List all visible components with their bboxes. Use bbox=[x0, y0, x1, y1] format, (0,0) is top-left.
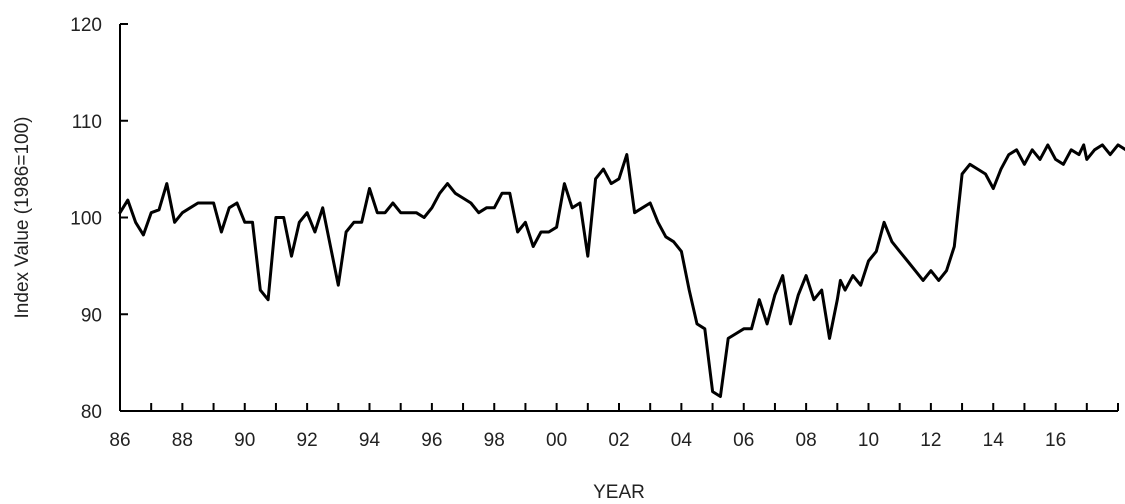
x-tick-label: 14 bbox=[983, 430, 1005, 451]
x-tick-label: 98 bbox=[484, 430, 505, 451]
x-tick-label: 04 bbox=[671, 430, 693, 451]
y-tick-label: 80 bbox=[81, 402, 102, 423]
y-tick-label: 110 bbox=[72, 112, 102, 133]
x-tick-label: 08 bbox=[796, 430, 817, 451]
y-tick-label: 90 bbox=[81, 305, 102, 326]
x-tick-label: 16 bbox=[1045, 430, 1066, 451]
y-tick-label: 120 bbox=[70, 15, 102, 36]
y-axis-title: Index Value (1986=100) bbox=[12, 117, 33, 319]
x-axis-title: YEAR bbox=[593, 482, 645, 503]
x-tick-label: 88 bbox=[172, 430, 193, 451]
x-tick-label: 02 bbox=[608, 430, 629, 451]
x-tick-label: 10 bbox=[858, 430, 879, 451]
x-tick-label: 86 bbox=[109, 430, 130, 451]
x-tick-label: 00 bbox=[546, 430, 567, 451]
x-tick-label: 12 bbox=[920, 430, 941, 451]
index-value-line bbox=[118, 143, 1125, 398]
x-tick-label: 90 bbox=[234, 430, 255, 451]
y-tick-label: 100 bbox=[70, 209, 102, 230]
x-axis-ticks: 86 88 90 92 94 96 98 00 02 04 06 08 10 12 14 16 bbox=[109, 403, 1119, 451]
x-tick-label: 92 bbox=[297, 430, 318, 451]
x-tick-label: 06 bbox=[733, 430, 754, 451]
x-tick-label: 94 bbox=[359, 430, 381, 451]
y-axis-ticks: 80 90 100 110 120 bbox=[70, 15, 128, 423]
x-tick-label: 96 bbox=[421, 430, 442, 451]
